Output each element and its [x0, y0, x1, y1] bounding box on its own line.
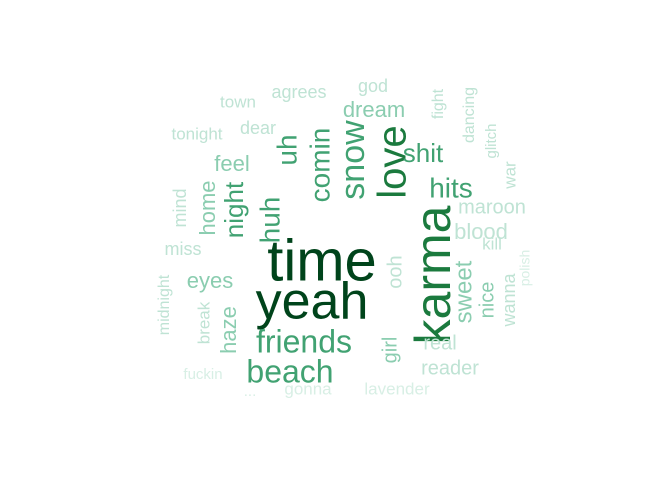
word-sweet: sweet [450, 260, 477, 323]
word-mind: mind [170, 188, 190, 227]
word-partial: ... [244, 383, 257, 400]
word-town: town [220, 92, 256, 111]
word-comin: comin [304, 128, 335, 203]
word-karma: karma [405, 205, 461, 344]
word-yeah: yeah [256, 273, 369, 331]
word-fight: fight [430, 88, 447, 119]
word-hits: hits [429, 172, 473, 203]
word-shit: shit [403, 138, 444, 168]
word-dear: dear [240, 118, 276, 138]
word-friends: friends [256, 323, 352, 359]
word-lavender: lavender [364, 379, 430, 398]
word-eyes: eyes [187, 268, 233, 293]
word-glitch: glitch [483, 123, 500, 158]
word-love: love [371, 125, 415, 198]
word-beach: beach [246, 353, 333, 389]
word-break: break [194, 301, 213, 344]
word-home: home [195, 180, 220, 235]
word-snow: snow [334, 120, 372, 200]
word-real: real [423, 332, 456, 354]
word-haze: haze [216, 306, 241, 354]
word-huh: huh [254, 197, 285, 244]
word-kill: kill [482, 234, 502, 253]
word-ooh: ooh [384, 255, 406, 288]
word-miss: miss [165, 239, 202, 259]
word-maroon: maroon [458, 196, 526, 218]
word-polish: polish [517, 250, 533, 287]
word-reader: reader [421, 357, 479, 379]
word-tonight: tonight [171, 124, 222, 143]
word-fuckin: fuckin [183, 366, 222, 383]
word-dancing: dancing [461, 87, 478, 143]
word-midnight: midnight [156, 274, 173, 335]
word-war: war [500, 161, 519, 190]
word-girl: girl [379, 337, 401, 364]
word-gonna: gonna [284, 379, 332, 398]
word-dream: dream [343, 97, 405, 122]
word-nice: nice [476, 282, 498, 319]
word-feel: feel [214, 151, 249, 176]
word-agrees: agrees [271, 82, 326, 102]
word-god: god [358, 76, 388, 96]
word-uh: uh [271, 134, 302, 165]
word-wanna: wanna [499, 272, 519, 327]
word-blood: blood [454, 219, 508, 244]
word-night: night [219, 181, 249, 238]
word-time: time [267, 228, 377, 293]
